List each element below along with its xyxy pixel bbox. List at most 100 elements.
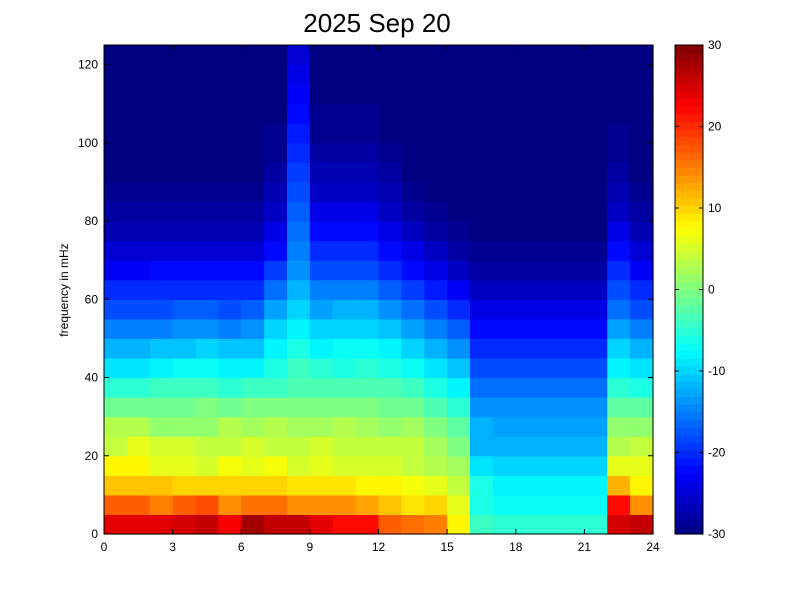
heatmap-cell [584, 240, 608, 261]
colorbar-segment [675, 289, 703, 298]
heatmap-cell [470, 455, 494, 476]
colorbar-segment [675, 159, 703, 168]
heatmap-cell [515, 64, 540, 85]
heatmap-cell [424, 514, 448, 535]
heatmap-cell [447, 84, 471, 105]
heatmap-cell [447, 318, 471, 339]
heatmap-cell [309, 416, 334, 437]
heatmap-cell [355, 45, 380, 66]
colorbar-segment [675, 404, 703, 413]
heatmap-cell [538, 84, 563, 105]
heatmap-cell [332, 494, 357, 516]
heatmap-cell [149, 45, 174, 66]
heatmap-cell [126, 338, 151, 359]
heatmap-cell [149, 397, 174, 418]
heatmap-cell [309, 221, 334, 242]
heatmap-cell [172, 260, 197, 281]
heatmap-cell [584, 64, 608, 85]
heatmap-cell [126, 416, 151, 437]
colorbar-segment [675, 228, 703, 237]
heatmap-cell [561, 514, 585, 535]
x-tick-label: 6 [238, 540, 245, 554]
heatmap-cell [424, 162, 448, 183]
heatmap-cell [630, 162, 654, 183]
heatmap-cell [104, 357, 128, 379]
heatmap-cell [561, 475, 585, 496]
y-tick-label: 0 [91, 527, 98, 541]
heatmap-cell [538, 397, 563, 418]
heatmap-cell [447, 299, 471, 320]
heatmap-cell [378, 45, 402, 66]
colorbar-segment [675, 419, 703, 428]
x-tick-label: 24 [646, 540, 660, 554]
heatmap-cell [104, 377, 128, 398]
heatmap-cell [355, 142, 380, 163]
heatmap-cell [241, 260, 265, 281]
heatmap-cell [355, 455, 380, 476]
heatmap-cell [172, 416, 197, 437]
heatmap-cell [309, 299, 334, 320]
heatmap-cell [424, 123, 448, 144]
heatmap-cell [149, 103, 174, 124]
heatmap-cell [447, 357, 471, 379]
heatmap-cell [218, 455, 242, 476]
heatmap-cell [309, 123, 334, 144]
heatmap-cell [309, 240, 334, 261]
heatmap-cell [492, 201, 517, 222]
heatmap-cell [218, 181, 242, 203]
colorbar-segment [675, 67, 703, 77]
heatmap-cell [515, 142, 540, 163]
heatmap-cell [104, 45, 128, 66]
heatmap-cell [355, 64, 380, 85]
heatmap-cell [584, 162, 608, 183]
heatmap-cell [195, 240, 219, 261]
heatmap-cell [424, 64, 448, 85]
heatmap-cell [424, 455, 448, 476]
colorbar-tick-label: 0 [708, 283, 715, 297]
heatmap-cell [309, 260, 334, 281]
heatmap-cell [264, 357, 288, 379]
heatmap-cell [218, 240, 242, 261]
heatmap-cell [332, 397, 357, 418]
heatmap-cell [378, 260, 402, 281]
heatmap-cell [126, 260, 151, 281]
heatmap-cell [241, 357, 265, 379]
colorbar-segment [675, 320, 703, 329]
heatmap-cell [149, 299, 174, 320]
heatmap-cell [561, 318, 585, 339]
heatmap-cell [607, 357, 631, 379]
heatmap-cell [287, 45, 311, 66]
heatmap-cell [218, 299, 242, 320]
heatmap-cell [561, 162, 585, 183]
heatmap-cell [309, 201, 334, 222]
heatmap-cell [332, 436, 357, 457]
heatmap-cell [355, 181, 380, 203]
heatmap-cell [332, 123, 357, 144]
heatmap-cell [492, 436, 517, 457]
heatmap-cell [264, 201, 288, 222]
colorbar-segment [675, 236, 703, 245]
heatmap-cell [195, 162, 219, 183]
heatmap-cell [264, 84, 288, 105]
heatmap-cell [607, 299, 631, 320]
heatmap-cell [195, 103, 219, 124]
heatmap-cell [492, 299, 517, 320]
heatmap-cell [538, 142, 563, 163]
colorbar-strip [675, 45, 703, 535]
heatmap-cell [515, 181, 540, 203]
heatmap-cell [378, 357, 402, 379]
heatmap-cell [515, 45, 540, 66]
colorbar-segment [675, 297, 703, 306]
heatmap-cell [630, 416, 654, 437]
heatmap-cell [584, 260, 608, 281]
heatmap-cell [515, 377, 540, 398]
heatmap-cell [378, 494, 402, 516]
heatmap-cell [424, 45, 448, 66]
heatmap-cell [584, 142, 608, 163]
heatmap-cell [561, 103, 585, 124]
heatmap-cell [126, 103, 151, 124]
heatmap-cell [561, 84, 585, 105]
colorbar-segment [675, 106, 703, 115]
heatmap-cell [195, 494, 219, 516]
heatmap-cell [378, 64, 402, 85]
